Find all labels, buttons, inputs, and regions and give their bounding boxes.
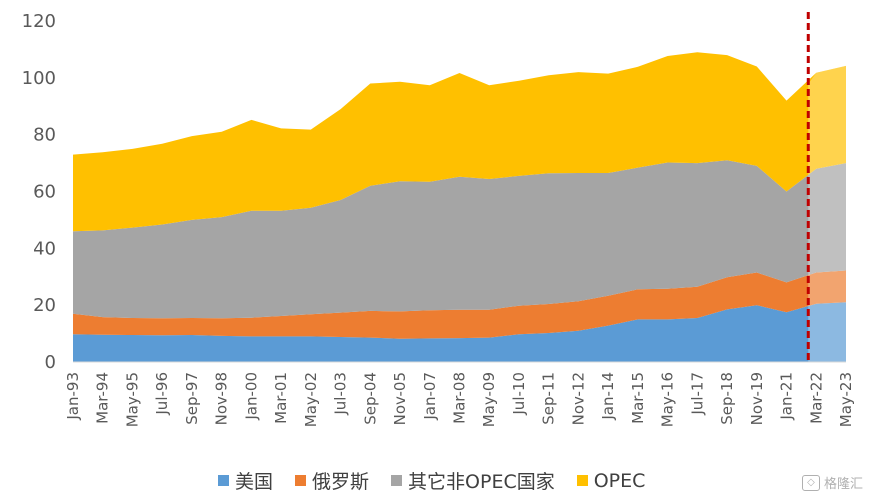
y-tick-label: 40 [33, 238, 56, 259]
watermark-text: 格隆汇 [823, 477, 863, 492]
x-tick-label: Jan-07 [421, 372, 439, 421]
area-series-2 [73, 160, 846, 319]
x-tick-label: Nov-19 [748, 372, 766, 425]
area-series-0 [73, 302, 846, 362]
x-tick-label: Sep-18 [718, 372, 736, 425]
x-tick-label: Nov-05 [391, 372, 409, 425]
legend-swatch-other-non-opec [391, 475, 403, 486]
x-tick-label: Jul-17 [688, 372, 706, 416]
forecast-shade [808, 65, 846, 363]
x-tick-label: Sep-04 [361, 372, 379, 425]
legend-item-russia: 俄罗斯 [295, 467, 369, 494]
x-tick-label: Jan-21 [778, 372, 796, 421]
x-tick-label: May-23 [837, 372, 855, 427]
x-tick-label: May-02 [302, 372, 320, 427]
area-series-3 [73, 52, 846, 232]
watermark-logo-icon: ◇ [801, 474, 820, 491]
y-tick-label: 0 [45, 352, 56, 373]
x-tick-label: Mar-08 [451, 372, 469, 424]
area-series-1 [73, 270, 846, 339]
x-tick-label: Jul-10 [510, 372, 528, 416]
legend-label-opec: OPEC [593, 469, 646, 492]
x-tick-label: Nov-12 [569, 372, 587, 425]
area-layers [73, 52, 846, 362]
legend-swatch-us [218, 475, 229, 486]
x-tick-label: Mar-22 [807, 372, 825, 424]
y-axis: 0 20 40 60 80 100 120 [22, 11, 56, 373]
x-axis: Jan-93 Mar-94 May-95 Jul-96 Sep-97 Nov-98 Jan-… [64, 372, 855, 427]
legend: 美国 俄罗斯 其它非OPEC国家 OPEC [218, 467, 645, 494]
legend-label-russia: 俄罗斯 [312, 471, 370, 493]
watermark: ◇ 格隆汇 [801, 473, 863, 492]
x-tick-label: Nov-98 [213, 372, 231, 425]
x-tick-label: Jan-93 [64, 372, 82, 421]
x-tick-label: May-09 [480, 372, 498, 427]
y-tick-label: 20 [33, 295, 56, 316]
y-tick-label: 80 [33, 125, 56, 146]
x-tick-label: May-16 [659, 372, 677, 427]
x-tick-label: Mar-01 [272, 372, 290, 424]
x-tick-label: Mar-94 [94, 372, 112, 424]
legend-swatch-russia [295, 475, 307, 486]
y-tick-label: 60 [33, 182, 56, 203]
x-tick-label: Jan-00 [242, 372, 260, 421]
forecast-overlay [808, 65, 846, 363]
x-tick-label: Sep-97 [183, 372, 201, 425]
y-tick-label: 120 [22, 11, 56, 32]
legend-item-opec: OPEC [576, 467, 646, 494]
x-tick-label: Jul-03 [332, 372, 350, 416]
legend-swatch-opec [576, 475, 588, 486]
x-tick-label: May-95 [123, 372, 141, 427]
x-tick-label: Mar-15 [629, 372, 647, 424]
legend-label-other-non-opec: 其它非OPEC国家 [408, 471, 555, 493]
y-tick-label: 100 [22, 68, 56, 89]
legend-item-other-non-opec: 其它非OPEC国家 [391, 467, 555, 494]
legend-item-us: 美国 [218, 467, 273, 494]
x-tick-label: Jan-14 [599, 372, 617, 421]
x-tick-label: Sep-11 [540, 372, 558, 425]
legend-label-us: 美国 [235, 471, 274, 493]
x-tick-label: Jul-96 [153, 372, 171, 416]
